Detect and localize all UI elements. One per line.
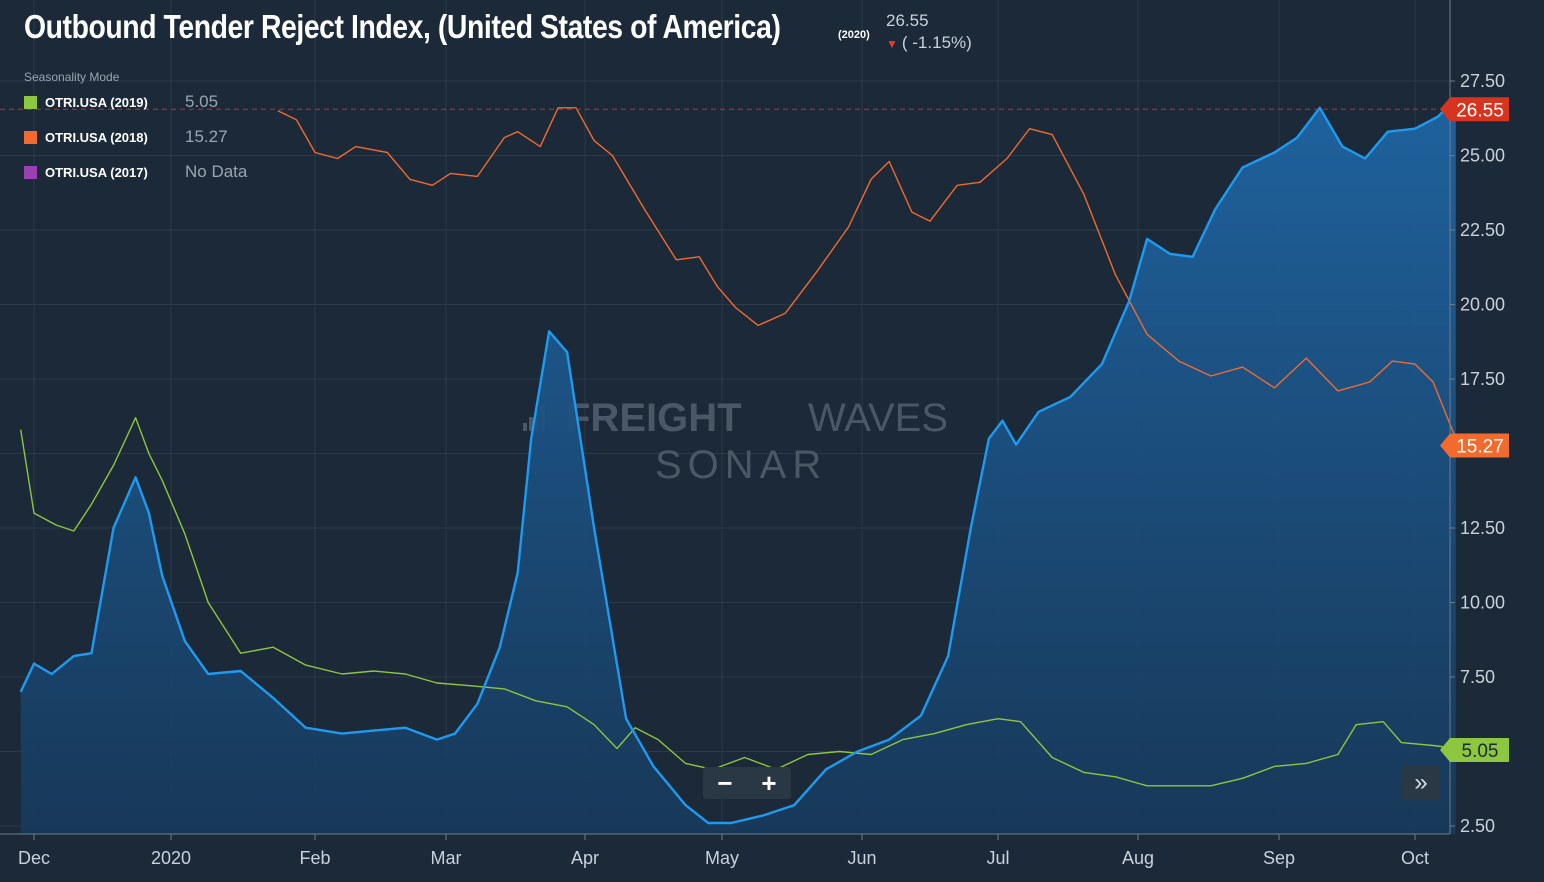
x-tick-label: Feb [299,848,330,868]
last-value-flag-label: 5.05 [1462,741,1499,762]
y-tick-label: 10.00 [1460,593,1505,613]
last-value-flag-label: 15.27 [1456,436,1504,457]
y-tick-label: 2.50 [1460,816,1495,836]
zoom-out-button[interactable]: − [717,768,733,798]
x-tick-label: Jul [986,848,1009,868]
x-tick-label: May [705,848,739,868]
legend-item-2018[interactable]: OTRI.USA (2018) 15.27 [24,127,228,146]
watermark-freight: FREIGHT [566,396,742,440]
last-value-flag [1440,97,1509,122]
last-value-flag [1440,433,1509,458]
x-tick-label: 2020 [151,848,191,868]
y-tick-label: 17.50 [1460,369,1505,389]
expand-button[interactable]: » [1402,766,1440,800]
header-last-value: 26.55 [886,11,929,30]
last-value-flag-label: 26.55 [1456,100,1504,121]
watermark-waves: WAVES [808,396,948,440]
legend-swatch [24,130,37,144]
legend-swatch [24,95,37,109]
legend-item-2019[interactable]: OTRI.USA (2019) 5.05 [24,92,219,111]
change-percent: ( -1.15%) [901,33,972,52]
zoom-controls: − + [703,767,791,799]
header-change: ▼( -1.15%) [886,33,972,53]
series-2019-line [20,417,1456,787]
down-arrow-icon: ▼ [886,37,898,51]
x-tick-label: Jun [847,848,876,868]
legend-value: 5.05 [185,92,219,111]
legend-swatch [24,165,37,179]
y-tick-label: 12.50 [1460,518,1505,538]
legend-item-2017[interactable]: OTRI.USA (2017) No Data [24,162,248,181]
y-tick-label: 22.50 [1460,220,1505,240]
legend-name: OTRI.USA (2019) [45,94,148,110]
x-tick-label: Dec [18,848,50,868]
y-tick-label: 20.00 [1460,295,1505,315]
x-tick-label: Mar [431,848,462,868]
legend-heading: Seasonality Mode [24,70,120,84]
title-year-tag: (2020) [838,29,870,41]
x-tick-label: Sep [1263,848,1295,868]
zoom-in-button[interactable]: + [761,768,777,798]
watermark-bar [529,417,533,431]
y-tick-label: 7.50 [1460,667,1495,687]
series-2020-line [19,98,1457,825]
legend-value: No Data [185,162,248,181]
x-tick-label: Aug [1122,848,1154,868]
legend-value: 15.27 [185,127,228,146]
legend-name: OTRI.USA (2018) [45,129,148,145]
legend-name: OTRI.USA (2017) [45,164,148,180]
watermark-bar [523,423,527,431]
last-value-flag [1440,738,1509,763]
series-2018-line [277,107,1457,439]
x-tick-label: Oct [1401,848,1429,868]
watermark-sonar: SONAR [655,443,827,487]
y-tick-label: 25.00 [1460,146,1505,166]
x-tick-label: Apr [571,848,599,868]
chart-title: Outbound Tender Reject Index, (United St… [24,8,781,45]
y-tick-label: 27.50 [1460,71,1505,91]
series-2020-area [20,98,1456,834]
